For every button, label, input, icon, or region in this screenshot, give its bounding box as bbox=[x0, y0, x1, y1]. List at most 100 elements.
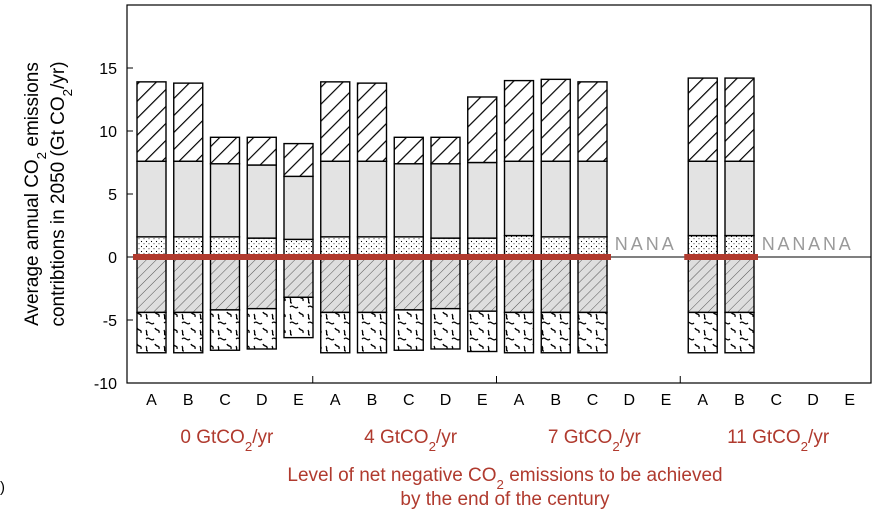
bar-neg-hatch-segment bbox=[577, 256, 608, 314]
bar-neg-squiggle-segment bbox=[393, 309, 424, 351]
bar-diagonal-segment bbox=[209, 136, 241, 165]
bar-neg-hatch-segment bbox=[724, 256, 755, 314]
bar-dotted-segment bbox=[136, 236, 167, 258]
category-label: E bbox=[293, 392, 304, 409]
group-label-part: 7 GtCO bbox=[548, 427, 612, 448]
y-axis-title-line1-part: emissions bbox=[22, 62, 43, 152]
bar-gray-segment bbox=[430, 163, 461, 239]
y-axis-title-line1: Average annual CO2 emissions bbox=[22, 62, 49, 326]
group-label-part: /yr bbox=[808, 427, 830, 448]
y-axis-title-line1-part: Average annual CO bbox=[22, 159, 43, 326]
bar-diagonal-segment bbox=[356, 82, 388, 162]
category-label: A bbox=[330, 392, 341, 409]
category-label: D bbox=[256, 392, 268, 409]
bar-dotted-segment bbox=[209, 236, 241, 258]
bar-diagonal-segment bbox=[283, 142, 314, 178]
y-tick-label: -5 bbox=[103, 313, 117, 330]
bar-gray-segment bbox=[356, 160, 388, 238]
bar-neg-squiggle-segment bbox=[503, 311, 535, 354]
group-label-part: /yr bbox=[252, 427, 274, 448]
group-label: 7 GtCO2/yr bbox=[548, 427, 642, 454]
x-labels: A B C D E A B C D E A B C D E A B C D E0 GtCO2/yr 4 GtCO2/yr… bbox=[146, 392, 855, 454]
category-label: C bbox=[770, 392, 782, 409]
y-axis-title-line2-part: contribtions in 2050 (Gt CO bbox=[48, 96, 69, 326]
na-label: NANA bbox=[615, 234, 674, 254]
bar-neg-squiggle-segment bbox=[540, 311, 571, 354]
group-label-part: 2 bbox=[245, 439, 252, 454]
bar-dotted-segment bbox=[173, 236, 204, 258]
group-label-part: /yr bbox=[620, 427, 642, 448]
bar-diagonal-segment bbox=[724, 77, 755, 162]
bar-neg-hatch-segment bbox=[430, 256, 461, 310]
bar-gray-segment bbox=[467, 161, 498, 239]
category-label: C bbox=[587, 392, 599, 409]
bar-neg-squiggle-segment bbox=[687, 311, 718, 354]
bar-gray-segment bbox=[393, 163, 424, 238]
bar-dotted-segment bbox=[577, 236, 608, 258]
bar-dotted-segment bbox=[356, 236, 388, 258]
bar-neg-hatch-segment bbox=[393, 256, 424, 311]
category-label: C bbox=[219, 392, 231, 409]
bar-neg-squiggle-segment bbox=[209, 309, 241, 351]
bar-neg-squiggle-segment bbox=[283, 296, 314, 339]
x-axis-title-line2-part: by the end of the century bbox=[400, 489, 610, 510]
bar-gray-segment bbox=[724, 160, 755, 237]
bar-neg-hatch-segment bbox=[136, 256, 167, 314]
bar-neg-squiggle-segment bbox=[467, 310, 498, 353]
x-axis-title-line1-part: emissions to be achieved bbox=[504, 465, 723, 486]
bar-diagonal-segment bbox=[467, 96, 498, 164]
bar-diagonal-segment bbox=[687, 77, 718, 162]
bar-gray-segment bbox=[246, 164, 277, 239]
bar-neg-hatch-segment bbox=[467, 256, 498, 312]
category-label: A bbox=[146, 392, 157, 409]
bar-gray-segment bbox=[136, 160, 167, 238]
y-axis-title: Average annual CO2 emissions contribtions… bbox=[22, 61, 75, 326]
bar-gray-segment bbox=[577, 160, 608, 238]
bar-neg-hatch-segment bbox=[209, 256, 241, 311]
bar-neg-hatch-segment bbox=[356, 256, 388, 314]
bar-dotted-segment bbox=[320, 236, 351, 258]
group-label: 0 GtCO2/yr bbox=[180, 427, 274, 454]
y-axis-title-line2: contribtions in 2050 (Gt CO2/yr) bbox=[48, 61, 75, 326]
category-label: E bbox=[844, 392, 855, 409]
category-label: D bbox=[623, 392, 635, 409]
group-label-part: 2 bbox=[429, 439, 436, 454]
category-label: A bbox=[514, 392, 525, 409]
x-axis-title-line2: by the end of the century bbox=[400, 489, 610, 510]
category-label: A bbox=[697, 392, 708, 409]
bar-neg-hatch-segment bbox=[540, 256, 571, 314]
bar-gray-segment bbox=[540, 160, 571, 238]
bar-diagonal-segment bbox=[503, 79, 535, 162]
na-label: NANANA bbox=[762, 234, 851, 254]
bar-diagonal-segment bbox=[320, 81, 351, 162]
y-tick-label: 0 bbox=[108, 250, 117, 267]
bar-gray-segment bbox=[687, 160, 718, 237]
category-label: B bbox=[550, 392, 561, 409]
y-axis-title-line2-part: /yr) bbox=[48, 61, 69, 88]
bar-diagonal-segment bbox=[430, 136, 461, 165]
category-label: C bbox=[403, 392, 415, 409]
bar-dotted-segment bbox=[393, 236, 424, 258]
bar-neg-squiggle-segment bbox=[430, 307, 461, 350]
category-label: D bbox=[807, 392, 819, 409]
category-label: B bbox=[183, 392, 194, 409]
bar-diagonal-segment bbox=[577, 81, 608, 162]
bar-diagonal-segment bbox=[540, 78, 571, 162]
bar-neg-squiggle-segment bbox=[173, 311, 204, 354]
bar-neg-squiggle-segment bbox=[356, 311, 388, 354]
bar-neg-hatch-segment bbox=[503, 256, 535, 314]
bar-dotted-segment bbox=[540, 236, 571, 258]
category-label: E bbox=[477, 392, 488, 409]
bar-neg-hatch-segment bbox=[283, 256, 314, 299]
bar-gray-segment bbox=[209, 163, 241, 238]
group-label-part: 2 bbox=[612, 439, 619, 454]
bar-gray-segment bbox=[320, 160, 351, 238]
y-tick-label: 5 bbox=[108, 187, 117, 204]
bar-neg-squiggle-segment bbox=[136, 311, 167, 354]
x-axis-title-line1-part: Level of net negative CO bbox=[287, 465, 496, 486]
y-tick-label: -10 bbox=[94, 376, 117, 393]
category-label: B bbox=[367, 392, 378, 409]
bar-gray-segment bbox=[173, 160, 204, 238]
bar-neg-hatch-segment bbox=[687, 256, 718, 314]
x-axis-title: Level of net negative CO2 emissions to b… bbox=[287, 465, 722, 510]
